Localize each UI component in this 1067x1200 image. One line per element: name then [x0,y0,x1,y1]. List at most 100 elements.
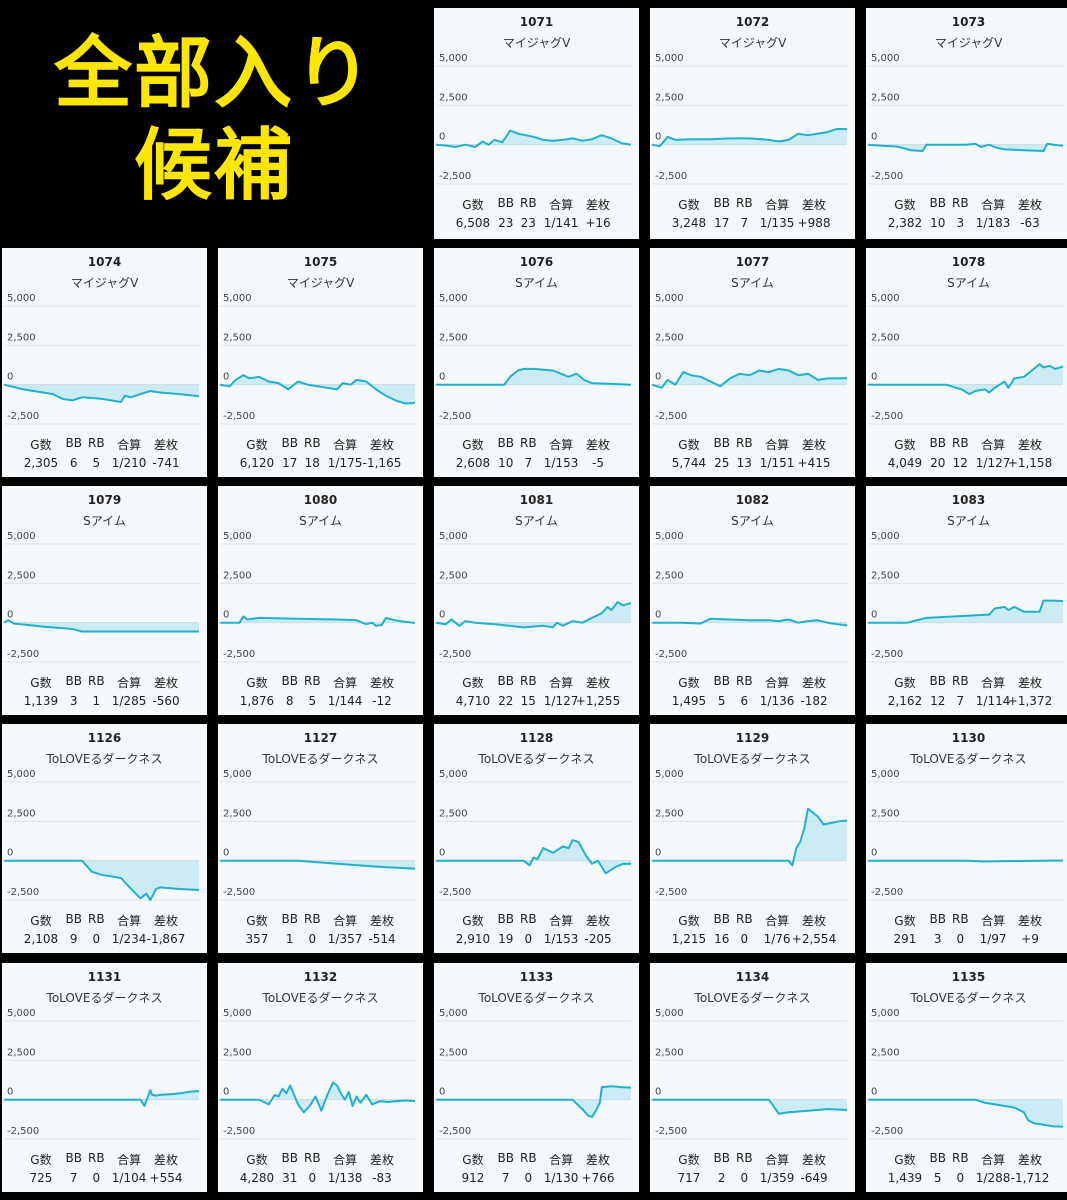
y-tick-label: 0 [871,848,877,859]
machine-number: 1128 [519,731,554,745]
stat-header-rb: RB [304,674,321,688]
line-chart: 5,000 2,500 0 -2,500 [4,1009,200,1140]
stat-header-rb: RB [88,674,105,688]
stat-value-rb: 0 [524,1171,533,1185]
y-tick-label: 5,000 [223,1009,252,1019]
line-chart: 5,000 2,500 0 -2,500 [651,54,848,185]
chart-panel-1074: 1074 マイジャグV 5,000 2,500 0 -2,500 G数 BB RB 合算 差枚 2,3… [2,248,207,477]
stat-value-g: 1,139 [23,694,59,708]
stat-value-g: 291 [893,932,917,946]
chart-panel-1130: 1130 ToLOVEるダークネス 5,000 2,500 0 -2,500 G数 BB RB 合… [866,724,1067,953]
series-area [652,808,847,866]
y-tick-label: 2,500 [655,570,684,581]
stat-value-bb: 10 [498,456,514,470]
stat-value-diff: -205 [584,932,612,946]
machine-model: ToLOVEるダークネス [694,752,811,766]
series-area [868,1099,1063,1127]
stat-value-total: 1/175 [327,456,363,470]
stat-value-diff: -1,165 [362,456,402,470]
machine-model: ToLOVEるダークネス [694,991,811,1005]
y-tick-label: 0 [439,132,445,143]
machine-number: 1072 [735,15,770,29]
series-line [436,1085,632,1118]
stat-value-diff: -514 [368,932,396,946]
series-area [652,368,847,388]
machine-model: ToLOVEるダークネス [262,752,379,766]
stat-header-bb: BB [65,912,82,926]
y-tick-label: 0 [871,610,877,621]
stat-header-total: 合算 [765,676,790,690]
stat-value-g: 2,382 [887,216,923,230]
stat-value-diff: +766 [581,1171,615,1185]
stat-header-total: 合算 [765,1153,790,1167]
y-tick-label: 0 [7,1087,13,1098]
machine-number: 1075 [303,255,338,269]
chart-panel-1135: 1135 ToLOVEるダークネス 5,000 2,500 0 -2,500 G数 BB RB 合… [866,963,1067,1192]
machine-number: 1081 [519,493,554,507]
y-tick-label: 2,500 [223,332,252,343]
stat-value-rb: 23 [520,216,536,230]
stat-value-bb: 2 [717,1171,726,1185]
y-tick-label: 5,000 [439,770,468,780]
stat-value-g: 4,280 [239,1171,275,1185]
chart-panel-1075: 1075 マイジャグV 5,000 2,500 0 -2,500 G数 BB RB 合算 差枚 6,1… [218,248,423,477]
y-tick-label: -2,500 [223,1126,255,1137]
y-tick-label: 2,500 [871,92,900,103]
y-tick-label: -2,500 [655,649,687,660]
stat-value-rb: 0 [956,932,965,946]
machine-model: Sアイム [83,514,126,528]
stat-header-diff: 差枚 [369,1153,395,1167]
machine-number: 1078 [951,255,986,269]
stat-value-bb: 20 [930,456,946,470]
stat-header-g: G数 [894,438,916,452]
series-line [436,367,632,386]
series-area [652,618,847,626]
y-tick-label: -2,500 [7,411,39,422]
y-tick-label: -2,500 [223,411,255,422]
y-tick-label: 2,500 [439,332,468,343]
stat-header-rb: RB [952,436,969,450]
stat-header-bb: BB [65,674,82,688]
y-tick-label: -2,500 [7,1126,39,1137]
line-chart: 5,000 2,500 0 -2,500 [651,294,848,425]
y-tick-label: 2,500 [871,332,900,343]
stat-header-g: G数 [462,676,484,690]
y-tick-label: 5,000 [439,1009,468,1019]
y-tick-label: 5,000 [223,532,252,542]
machine-model: ToLOVEるダークネス [262,991,379,1005]
y-tick-label: 0 [439,848,445,859]
machine-model: Sアイム [515,276,558,290]
stat-header-total: 合算 [117,438,142,452]
stat-value-diff: +554 [149,1171,183,1185]
y-tick-label: -2,500 [871,649,903,660]
machine-number: 1126 [87,731,122,745]
stat-value-total: 1/141 [543,216,579,230]
y-tick-label: 2,500 [871,1047,900,1058]
machine-model: Sアイム [947,276,990,290]
stat-header-g: G数 [894,1153,916,1167]
stat-header-diff: 差枚 [369,438,395,452]
series-area [4,860,199,900]
stat-header-g: G数 [462,198,484,212]
stat-value-bb: 5 [717,694,726,708]
y-tick-label: 5,000 [655,532,684,542]
stat-value-total: 1/359 [759,1171,795,1185]
machine-model: Sアイム [731,514,774,528]
stat-value-bb: 1 [285,932,294,946]
stat-value-rb: 6 [740,694,749,708]
line-chart: 5,000 2,500 0 -2,500 [219,294,416,425]
y-tick-label: 5,000 [871,1009,900,1019]
y-tick-label: -2,500 [7,649,39,660]
stat-header-diff: 差枚 [369,676,395,690]
line-chart: 5,000 2,500 0 -2,500 [220,532,416,663]
stat-value-rb: 3 [956,216,965,230]
y-tick-label: 2,500 [655,92,684,103]
y-tick-label: -2,500 [655,1126,687,1137]
stat-value-g: 6,120 [239,456,275,470]
stat-value-bb: 23 [498,216,514,230]
stat-value-total: 1/104 [111,1171,147,1185]
stat-value-total: 1/153 [543,456,579,470]
y-tick-label: 2,500 [7,570,36,581]
stat-header-total: 合算 [549,676,574,690]
series-area [4,1090,199,1106]
